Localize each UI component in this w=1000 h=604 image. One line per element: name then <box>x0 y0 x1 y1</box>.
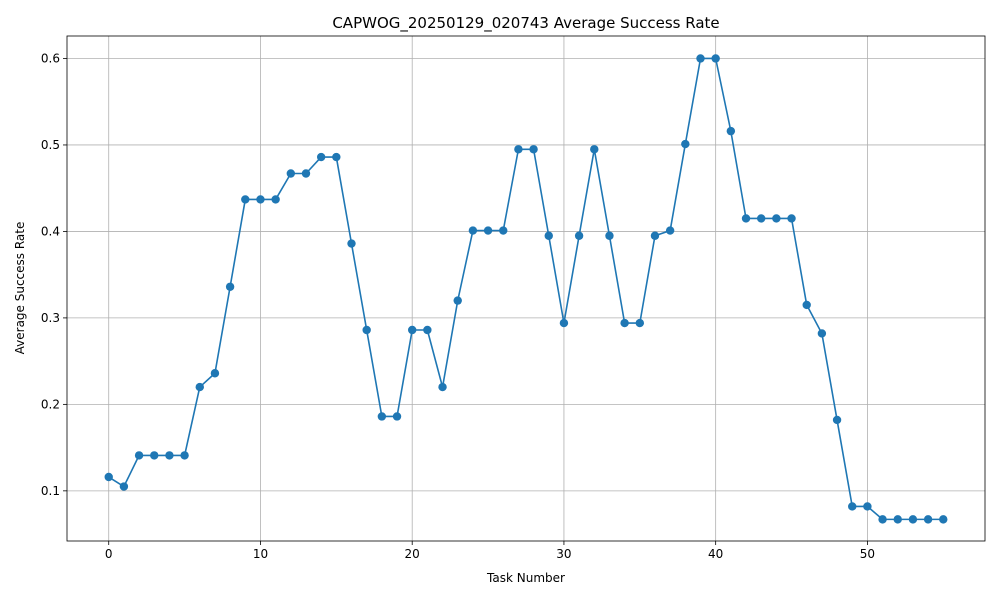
data-point <box>529 145 538 154</box>
data-point <box>423 325 432 335</box>
y-axis-ticks: 0.1 0.2 0.3 0.4 0.5 0.6 <box>41 51 67 498</box>
data-point <box>817 329 827 338</box>
data-point <box>134 451 144 460</box>
data-point <box>195 382 204 392</box>
x-tick-label: 40 <box>708 547 723 561</box>
data-point <box>923 515 933 524</box>
y-axis-label: Average Success Rate <box>13 222 27 355</box>
x-tick-label: 30 <box>556 547 571 561</box>
data-point <box>878 515 887 524</box>
data-point <box>681 139 690 149</box>
data-point <box>574 231 584 240</box>
data-point <box>787 214 796 223</box>
data-point <box>635 318 645 328</box>
data-point <box>756 214 766 223</box>
data-point <box>802 300 811 310</box>
x-tick-label: 20 <box>405 547 420 561</box>
x-axis-label: Task Number <box>486 571 565 585</box>
data-point <box>150 451 159 460</box>
data-point <box>180 451 189 460</box>
y-tick-label: 0.4 <box>41 224 60 238</box>
series-success-rate <box>104 54 948 524</box>
data-point <box>711 54 720 63</box>
data-point <box>848 502 857 511</box>
data-point <box>316 152 326 162</box>
data-point <box>590 145 599 154</box>
data-point <box>605 231 614 240</box>
x-tick-label: 0 <box>105 547 113 561</box>
y-tick-label: 0.3 <box>41 311 60 325</box>
data-point <box>514 145 523 154</box>
data-point <box>453 296 462 305</box>
chart-title: CAPWOG_20250129_020743 Average Success R… <box>332 14 719 33</box>
data-point <box>392 412 402 421</box>
y-tick-label: 0.5 <box>41 138 60 152</box>
data-point <box>665 226 675 235</box>
data-point <box>241 195 250 204</box>
grid-lines <box>67 36 985 541</box>
data-point <box>893 515 902 524</box>
data-point <box>407 325 417 335</box>
x-tick-label: 50 <box>860 547 875 561</box>
data-point <box>772 214 781 223</box>
data-point <box>210 369 220 378</box>
x-tick-label: 10 <box>253 547 268 561</box>
data-point <box>377 412 387 421</box>
x-axis-ticks: 0 10 20 30 40 50 <box>105 541 875 561</box>
data-point <box>256 195 265 204</box>
data-point <box>104 472 113 482</box>
data-point <box>832 415 842 425</box>
data-point <box>286 169 296 178</box>
data-point <box>271 195 280 204</box>
data-point <box>225 282 235 291</box>
data-point <box>483 226 493 235</box>
data-point <box>650 231 660 240</box>
y-tick-label: 0.2 <box>41 397 60 411</box>
y-tick-label: 0.6 <box>41 51 60 65</box>
data-point <box>165 451 174 460</box>
data-point <box>119 482 129 491</box>
data-point <box>726 126 736 136</box>
data-point <box>741 214 751 223</box>
data-point <box>559 318 569 328</box>
data-point <box>362 325 371 335</box>
data-point <box>468 226 478 235</box>
data-point <box>347 239 356 248</box>
data-point <box>499 226 508 235</box>
data-point <box>438 382 447 392</box>
data-point <box>544 231 553 240</box>
data-point <box>301 169 311 178</box>
data-point <box>696 54 705 63</box>
data-point <box>939 515 948 524</box>
plot-frame <box>66 35 986 542</box>
data-point <box>908 515 918 524</box>
data-point <box>332 152 341 162</box>
data-point <box>620 318 629 328</box>
y-tick-label: 0.1 <box>41 484 60 498</box>
data-point <box>863 502 872 511</box>
